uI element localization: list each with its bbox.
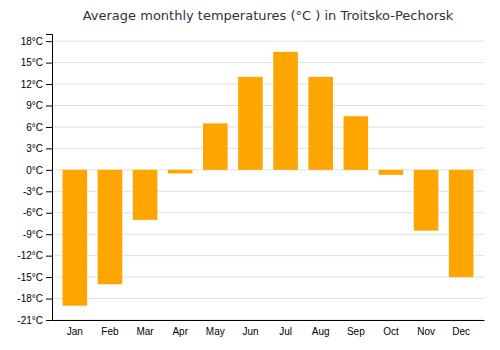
tick: Nov [417, 326, 435, 337]
tick-mark [46, 127, 52, 128]
tick: -12°C [17, 250, 52, 261]
tick-label: 3°C [26, 143, 43, 154]
tick-mark [46, 170, 52, 171]
tick-mark [46, 256, 52, 257]
bar [98, 170, 123, 284]
tick: Sep [347, 326, 365, 337]
bar [273, 52, 298, 170]
tick: 12°C [21, 79, 52, 90]
tick-label: Jan [67, 326, 83, 337]
tick-mark [46, 106, 52, 107]
bar [168, 170, 193, 174]
grid [52, 41, 484, 320]
tick: -15°C [17, 272, 52, 283]
plot: -21°C -18°C -15°C -12°C -9°C -6°C -3°C 0°C 3°C 6°… [17, 35, 484, 338]
tick-label: 15°C [21, 57, 43, 68]
tick-mark [46, 191, 52, 192]
tick: Jan [67, 326, 83, 337]
tick: -6°C [23, 207, 52, 218]
tick: -3°C [23, 186, 52, 197]
tick: -18°C [17, 293, 52, 304]
bar [414, 170, 439, 231]
tick: Jun [242, 326, 258, 337]
tick-mark [46, 148, 52, 149]
grid-line [52, 126, 484, 127]
tick-label: -21°C [17, 315, 43, 326]
tick-label: 6°C [26, 122, 43, 133]
tick-label: Aug [312, 326, 330, 337]
tick: Feb [101, 326, 119, 337]
tick: Mar [136, 326, 154, 337]
tick: 0°C [26, 165, 52, 176]
grid-line [52, 105, 484, 106]
tick-mark [46, 299, 52, 300]
bar [63, 170, 88, 306]
grid-line [52, 84, 484, 85]
bar [133, 170, 158, 220]
grid-line [52, 41, 484, 42]
tick: May [206, 326, 225, 337]
tick: Jul [279, 326, 292, 337]
tick-label: -3°C [23, 186, 43, 197]
tick: Oct [383, 326, 399, 337]
tick-mark [46, 63, 52, 64]
tick-label: Apr [172, 326, 188, 337]
tick-label: Dec [452, 326, 470, 337]
tick-label: 0°C [26, 165, 43, 176]
tick-label: Feb [101, 326, 119, 337]
tick-label: Mar [136, 326, 154, 337]
tick: 15°C [21, 57, 52, 68]
tick: 6°C [26, 122, 52, 133]
bar [203, 123, 228, 169]
tick-label: -12°C [17, 250, 43, 261]
tick: 9°C [26, 100, 52, 111]
grid-line [52, 148, 484, 149]
tick-mark [46, 213, 52, 214]
grid-line [52, 298, 484, 299]
tick-label: 18°C [21, 36, 43, 47]
axis-domain [46, 35, 53, 321]
grid-line [52, 62, 484, 63]
tick-label: Nov [417, 326, 435, 337]
tick-label: May [206, 326, 225, 337]
bar [238, 77, 263, 170]
tick-mark [46, 234, 52, 235]
bar [379, 170, 404, 175]
tick-label: Jun [242, 326, 258, 337]
tick-mark [46, 277, 52, 278]
tick-mark [46, 84, 52, 85]
tick: Dec [452, 326, 470, 337]
tick-label: -9°C [23, 229, 43, 240]
tick-label: Oct [383, 326, 399, 337]
y-axis: -21°C -18°C -15°C -12°C -9°C -6°C -3°C 0°C 3°C 6°… [17, 35, 52, 326]
tick-mark [46, 41, 52, 42]
tick-label: Sep [347, 326, 365, 337]
tick-label: -6°C [23, 207, 43, 218]
tick-label: -18°C [17, 293, 43, 304]
bar [449, 170, 474, 277]
x-axis: Jan Feb Mar Apr May Jun Jul Aug Sep Oct Nov Dec [53, 321, 485, 338]
tick: -21°C [17, 315, 52, 326]
tick: Apr [172, 326, 188, 337]
tick-mark [46, 320, 52, 321]
tick-label: 9°C [26, 100, 43, 111]
tick-label: 12°C [21, 79, 43, 90]
tick-label: -15°C [17, 272, 43, 283]
tick: Aug [312, 326, 330, 337]
bar [308, 77, 333, 170]
bars [63, 52, 474, 306]
tick: 3°C [26, 143, 52, 154]
grid-line [52, 320, 484, 321]
chart: -21°C -18°C -15°C -12°C -9°C -6°C -3°C 0°C 3°C 6°… [0, 0, 500, 350]
tick-label: Jul [279, 326, 292, 337]
axis-domain [53, 320, 485, 321]
tick: -9°C [23, 229, 52, 240]
tick: 18°C [21, 36, 52, 47]
bar [344, 116, 369, 170]
title: Average monthly temperatures (°C ) in Tr… [83, 8, 454, 23]
